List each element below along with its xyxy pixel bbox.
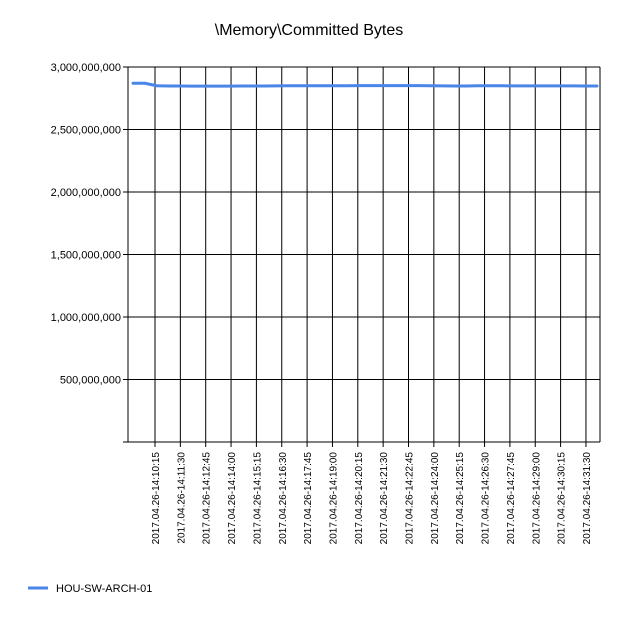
x-tick-label: 2017.04.26-14:20:15 bbox=[354, 452, 365, 545]
grid bbox=[128, 67, 600, 442]
x-tick-label: 2017.04.26-14:21:30 bbox=[379, 452, 390, 545]
y-axis-labels: 500,000,000 1,000,000,000 1,500,000,000 2,0… bbox=[51, 62, 121, 387]
x-tick-label: 2017.04.26-14:30:15 bbox=[557, 452, 568, 545]
y-tick-label: 500,000,000 bbox=[60, 375, 121, 387]
x-tick-label: 2017.04.26-14:12:45 bbox=[202, 452, 213, 545]
legend[interactable]: HOU-SW-ARCH-01 bbox=[28, 583, 152, 595]
x-tick-label: 2017.04.26-14:31:30 bbox=[582, 452, 593, 545]
x-tick-label: 2017.04.26-14:26:30 bbox=[481, 452, 492, 545]
x-tick-label: 2017.04.26-14:27:45 bbox=[506, 452, 517, 545]
y-tick-label: 2,500,000,000 bbox=[51, 125, 121, 137]
series-line bbox=[133, 83, 597, 86]
x-tick-label: 2017.04.26-14:16:30 bbox=[278, 452, 289, 545]
chart-title: \Memory\Committed Bytes bbox=[215, 22, 403, 39]
y-tick-label: 2,000,000,000 bbox=[51, 187, 121, 199]
axes bbox=[123, 67, 600, 447]
x-axis-labels: 2017.04.26-14:10:15 2017.04.26-14:11:30 20… bbox=[151, 452, 593, 545]
x-tick-label: 2017.04.26-14:17:45 bbox=[303, 452, 314, 545]
x-tick-label: 2017.04.26-14:10:15 bbox=[151, 452, 162, 545]
x-tick-label: 2017.04.26-14:22:45 bbox=[405, 452, 416, 545]
x-tick-label: 2017.04.26-14:14:00 bbox=[227, 452, 238, 545]
x-tick-label: 2017.04.26-14:11:30 bbox=[176, 452, 187, 544]
y-tick-label: 3,000,000,000 bbox=[51, 62, 121, 74]
x-tick-label: 2017.04.26-14:15:15 bbox=[252, 452, 263, 545]
legend-label: HOU-SW-ARCH-01 bbox=[56, 583, 152, 595]
x-tick-label: 2017.04.26-14:24:00 bbox=[430, 452, 441, 545]
x-tick-label: 2017.04.26-14:25:15 bbox=[455, 452, 466, 545]
y-tick-label: 1,000,000,000 bbox=[51, 312, 121, 324]
series-group bbox=[133, 83, 597, 86]
x-tick-label: 2017.04.26-14:29:00 bbox=[531, 452, 542, 545]
y-tick-label: 1,500,000,000 bbox=[51, 250, 121, 262]
x-tick-label: 2017.04.26-14:19:00 bbox=[328, 452, 339, 545]
